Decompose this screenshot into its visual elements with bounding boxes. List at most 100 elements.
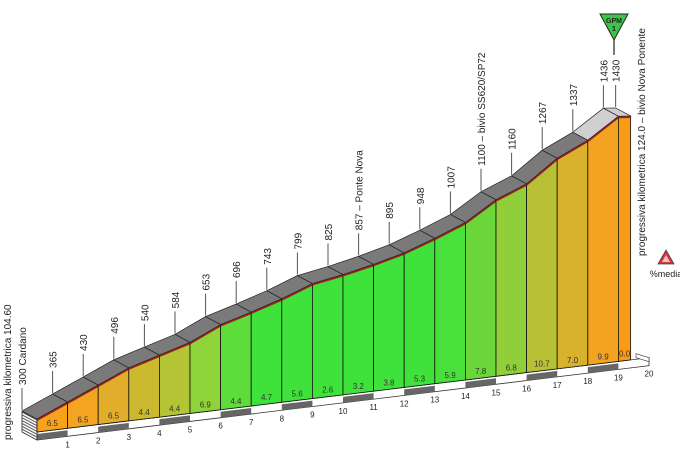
side-face-stripe [21,428,38,438]
altitude-label: 540 [140,304,151,321]
altitude-label: 653 [202,273,213,290]
profile-line [495,183,528,202]
altitude-label: 1100 – bivio SS620/SP72 [477,52,488,166]
base-segment-dark [281,400,313,411]
gradient-panel [556,140,589,370]
gradient-label: 3.2 [353,382,365,391]
altitude-label: 430 [79,334,90,351]
gradient-label: 5.3 [414,375,426,384]
km-tick-label: 12 [400,399,409,408]
altitude-label: 895 [385,202,396,219]
km-tick-label: 10 [339,407,348,416]
profile-line [312,274,344,286]
gradient-panel [618,116,632,362]
profile-line [67,385,99,404]
legend: %media [650,249,680,279]
base-segment-dark [159,415,190,426]
gradient-label: 5.6 [292,389,304,398]
gpm-category: 1 [612,26,616,33]
gradient-panel [281,283,313,403]
profile-line [525,158,558,186]
gradient-label: 6.8 [506,363,518,372]
profile-line [250,298,283,314]
profile-line [281,283,313,301]
profile-line [464,199,497,225]
gradient-label: 5.9 [445,371,457,380]
altitude-label: 825 [324,223,335,240]
warning-triangle-inner-icon [662,255,670,262]
km-tick-label: 15 [492,388,501,397]
side-face-stripe [21,420,38,430]
base-segment-dark [587,363,619,374]
altitude-label: 948 [416,187,427,204]
gradient-label: 9.9 [598,352,610,361]
altitude-label: 496 [110,317,121,334]
profile-line [97,367,130,387]
gradient-panel [311,274,344,400]
base-segment-dark [404,385,435,396]
altitude-labels: 300 Cardano 365 430 496 540 584 653 696 743 799 82… [18,52,623,410]
gradient-label: 4.4 [169,404,181,413]
side-face-stripe [21,422,38,432]
gradient-label: 7.8 [475,367,487,376]
start-km-label: progressiva kilometrica 104.60 [3,304,14,440]
gradient-label: 7.0 [567,356,579,365]
altitude-label: 696 [232,261,243,278]
gradient-panel [250,299,283,407]
road-band [21,107,632,420]
gradient-panel [434,222,466,385]
side-face [21,411,38,441]
gradient-panels: 6.5 6.5 6.5 4.4 4.4 6.9 4.4 4.7 5.6 2.6 3.2 3.8 5.3 5… [36,115,632,433]
altitude-label: 857 – Ponte Nova [355,150,366,230]
gradient-panel [464,199,497,381]
profile-line [189,324,222,345]
profile-line [373,252,405,267]
gradient-panel [403,238,436,388]
km-tick-label: 1 [65,440,70,449]
side-face-stripe [21,417,38,427]
gradient-panel [220,312,252,411]
km-tick-label: 18 [583,377,592,386]
km-tick-label: 17 [553,381,562,390]
gradient-label: 4.7 [261,393,273,402]
profile-line [342,264,374,277]
side-face-stripe [21,425,38,435]
gradient-label: 6.5 [77,415,89,424]
profile-line [434,222,466,241]
gpm-marker: GPM 1 [599,13,629,55]
base-segment-dark [220,407,252,418]
altitude-label: 1267 [538,101,549,124]
km-tick-label: 9 [310,411,315,420]
altitude-label: 300 Cardano [18,327,29,385]
altitude-label: 1160 [508,128,519,150]
km-tick-label: 20 [645,370,654,379]
profile-line [587,116,620,142]
km-tick-label: 5 [188,425,193,434]
base-strip-end [635,353,650,363]
gradient-label: 3.8 [383,378,395,387]
km-tick-label: 19 [614,373,623,382]
km-tick-label: 11 [369,403,378,412]
altitude-label: 743 [263,248,274,265]
km-tick-label: 3 [127,433,132,442]
gradient-label: 4.4 [139,408,151,417]
altitude-label: 1007 [446,166,457,189]
profile-line [220,312,252,327]
profile-line [128,355,160,370]
gradient-panel [495,184,527,377]
km-tick-label: 7 [249,418,254,427]
gradient-label: 6.5 [108,412,120,421]
gradient-panel [342,264,375,396]
base-segment-dark [465,378,496,388]
gradient-panel [587,116,619,366]
altitude-label: 1430 [612,59,623,82]
base-segment-dark [37,430,68,440]
km-tick-label: 13 [430,396,439,405]
km-tick-label: 8 [280,414,285,423]
km-tick-label: 2 [96,437,101,446]
base-layer: 1 2 3 4 5 6 7 8 9 10 11 12 13 14 15 16 17 18 19 20 [21,353,654,449]
km-tick-label: 4 [157,429,162,438]
gradient-label: 10.7 [534,360,550,369]
altitude-label: 799 [293,232,304,249]
